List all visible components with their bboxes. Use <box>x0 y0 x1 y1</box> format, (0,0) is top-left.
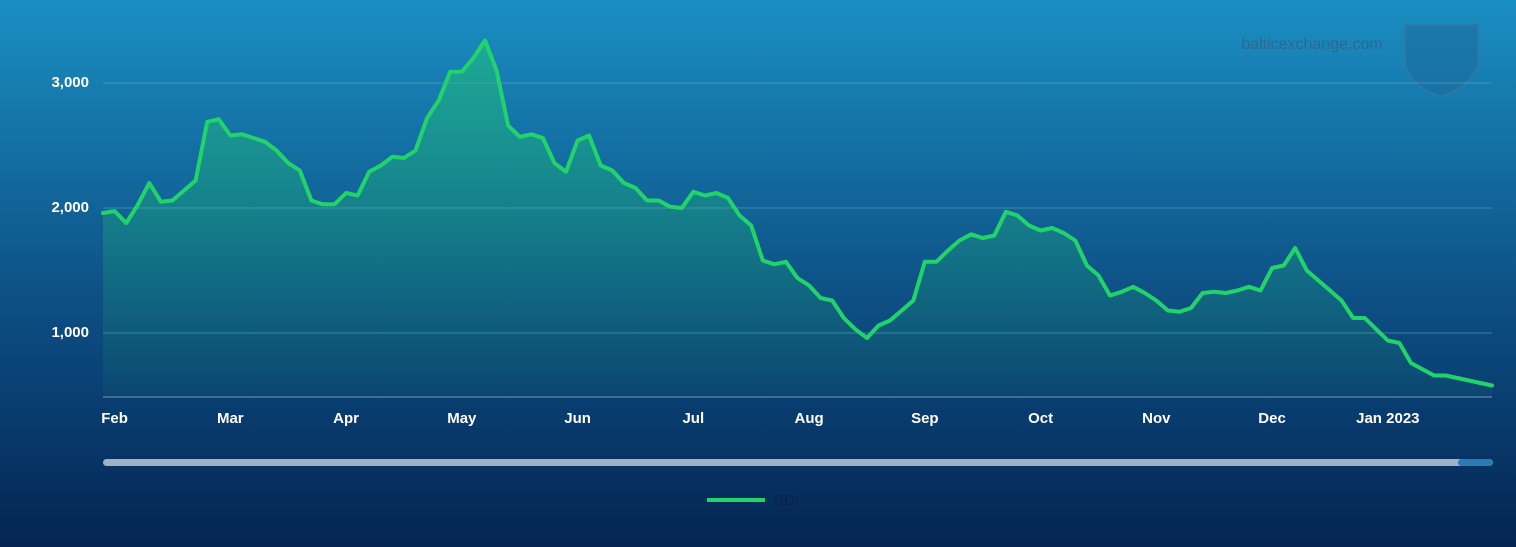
x-tick-label: Oct <box>1028 410 1053 427</box>
plot: 1,000 2,000 3,000 Feb Mar Apr May Jun Jul Aug Sep O… <box>51 38 1494 427</box>
x-tick-label: Nov <box>1142 410 1171 427</box>
x-tick-label: Jul <box>682 410 704 427</box>
x-tick-label: Apr <box>333 410 359 427</box>
line-area <box>103 40 1492 396</box>
x-tick-label: Sep <box>911 410 939 427</box>
scrollbar-track[interactable] <box>103 459 1493 466</box>
y-tick-label: 1,000 <box>51 324 89 341</box>
x-tick-label: Aug <box>794 410 823 427</box>
x-tick-label: Jun <box>564 410 591 427</box>
watermark-logo <box>1404 24 1479 99</box>
y-tick-label: 2,000 <box>51 199 89 216</box>
x-tick-label: Dec <box>1258 410 1286 427</box>
x-tick-label: Mar <box>217 410 244 427</box>
watermark: balticexchange.com <box>1241 36 1382 53</box>
scrollbar-thumb[interactable] <box>1458 459 1493 466</box>
line <box>101 38 1494 388</box>
legend-label[interactable]: BDI <box>774 492 799 509</box>
y-tick-label: 3,000 <box>51 74 89 91</box>
x-tick-label: May <box>447 410 477 427</box>
x-tick-label: Feb <box>101 410 128 427</box>
x-tick-label: Jan 2023 <box>1356 410 1419 427</box>
